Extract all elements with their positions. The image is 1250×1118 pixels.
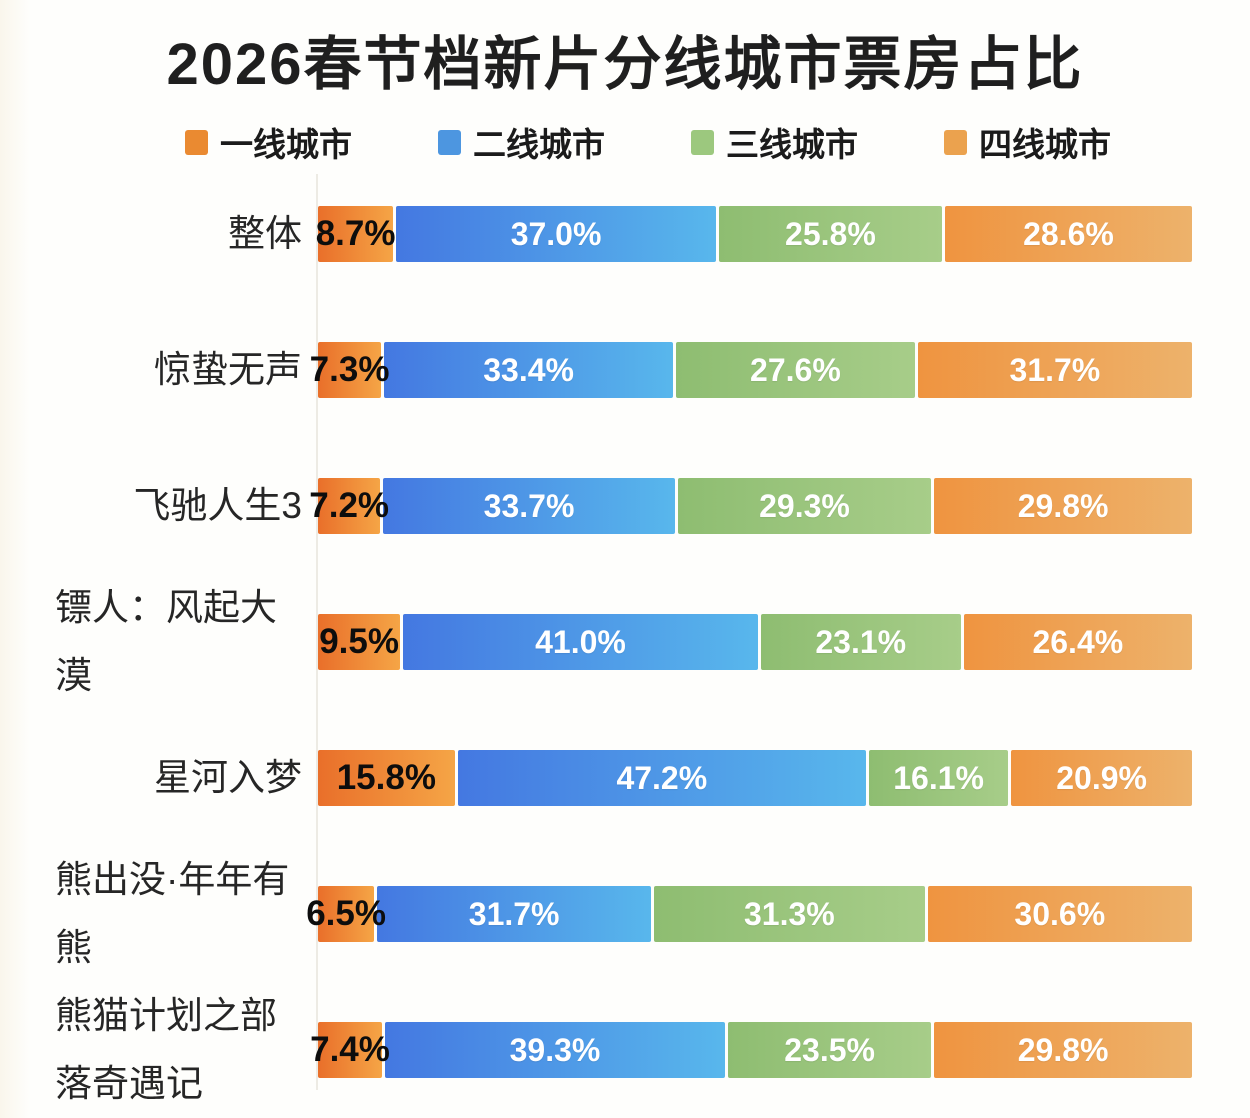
stacked-bar: 15.8% 47.2% 16.1% 20.9% <box>318 750 1192 806</box>
bar-segment-tier3: 16.1% <box>868 750 1009 806</box>
chart-row: 惊蛰无声 7.3% 33.4% 27.6% 31.7% <box>0 302 1250 438</box>
bar-segment-tier2: 39.3% <box>385 1022 725 1078</box>
stacked-bar: 6.5% 31.7% 31.3% 30.6% <box>306 886 1192 942</box>
legend-item-tier1: 一线城市 <box>185 118 352 166</box>
legend-label-tier3: 三线城市 <box>726 126 858 163</box>
bar-segment-tier3: 27.6% <box>676 342 915 398</box>
chart-row: 熊猫计划之部 落奇遇记 7.4% 39.3% 23.5% 29.8% <box>0 982 1250 1118</box>
bar-segment-tier4: 29.8% <box>934 478 1192 534</box>
stacked-bar: 7.2% 33.7% 29.3% 29.8% <box>309 478 1192 534</box>
value-label: 31.7% <box>468 895 560 932</box>
value-label: 33.4% <box>483 351 574 388</box>
bar-segment-tier2: 33.7% <box>383 478 675 534</box>
legend-swatch-tier2 <box>438 129 461 155</box>
legend-swatch-tier4 <box>944 129 967 155</box>
bar-segment-tier3: 25.8% <box>718 206 942 262</box>
bar-segment-tier4: 29.8% <box>934 1022 1192 1078</box>
value-label: 6.5% <box>306 894 386 933</box>
bar-segment-tier4: 26.4% <box>963 614 1192 670</box>
legend-swatch-tier1 <box>185 129 208 155</box>
value-label: 29.8% <box>1017 487 1109 524</box>
chart-row: 星河入梦 15.8% 47.2% 16.1% 20.9% <box>0 710 1250 846</box>
category-label: 飞驰人生3 <box>133 485 302 526</box>
value-label: 7.3% <box>309 350 390 389</box>
value-label: 41.0% <box>535 623 626 660</box>
bar-segment-tier2: 37.0% <box>396 206 716 262</box>
value-label: 23.5% <box>784 1031 875 1068</box>
chart-area: 整体 8.7% 37.0% 25.8% 28.6% 惊蛰无声 7.3% 33.4% 27.6% 3… <box>0 166 1250 1118</box>
category-label: 星河入梦 <box>154 757 302 798</box>
value-label: 7.2% <box>309 486 390 525</box>
bar-segment-tier1: 6.5% <box>306 886 386 942</box>
value-label: 28.6% <box>1023 215 1114 252</box>
category-label: 熊出没·年年有 熊 <box>55 859 290 968</box>
bar-segment-tier1: 7.3% <box>310 342 389 398</box>
value-label: 31.3% <box>743 895 835 932</box>
bar-segment-tier2: 33.4% <box>384 342 674 398</box>
bar-segment-tier3: 29.3% <box>677 478 932 534</box>
value-label: 25.8% <box>785 215 876 252</box>
value-label: 31.7% <box>1009 351 1101 388</box>
bar-segment-tier3: 23.1% <box>760 614 961 670</box>
legend-item-tier3: 三线城市 <box>691 118 858 166</box>
value-label: 33.7% <box>483 487 575 524</box>
value-label: 39.3% <box>509 1031 601 1068</box>
category-label: 惊蛰无声 <box>154 349 302 390</box>
value-label: 15.8% <box>336 758 436 797</box>
stacked-bar: 8.7% 37.0% 25.8% 28.6% <box>315 206 1193 262</box>
bar-segment-tier2: 47.2% <box>457 750 866 806</box>
value-label: 8.7% <box>315 214 396 253</box>
bar-segment-tier3: 23.5% <box>727 1022 932 1078</box>
value-label: 20.9% <box>1056 759 1147 796</box>
category-label: 整体 <box>228 213 302 254</box>
legend-label-tier1: 一线城市 <box>220 126 352 163</box>
bar-segment-tier4: 31.7% <box>917 342 1192 398</box>
bar-segment-tier1: 8.7% <box>315 206 396 262</box>
chart-row: 飞驰人生3 7.2% 33.7% 29.3% 29.8% <box>0 438 1250 574</box>
bar-segment-tier1: 15.8% <box>318 750 455 806</box>
chart-row: 镖人：风起大 漠 9.5% 41.0% 23.1% 26.4% <box>0 574 1250 710</box>
value-label: 29.3% <box>759 487 850 524</box>
category-label: 熊猫计划之部 落奇遇记 <box>55 995 277 1104</box>
bar-segment-tier4: 20.9% <box>1011 750 1192 806</box>
stacked-bar: 7.4% 39.3% 23.5% 29.8% <box>310 1022 1192 1078</box>
stacked-bar: 7.3% 33.4% 27.6% 31.7% <box>310 342 1192 398</box>
value-label: 26.4% <box>1032 623 1124 660</box>
value-label: 27.6% <box>750 351 841 388</box>
bar-segment-tier4: 28.6% <box>944 206 1193 262</box>
chart-title: 2026春节档新片分线城市票房占比 <box>166 32 1084 97</box>
bar-segment-tier1: 7.2% <box>309 478 389 534</box>
value-label: 16.1% <box>893 759 984 796</box>
bar-segment-tier3: 31.3% <box>654 886 925 942</box>
value-label: 23.1% <box>815 623 907 660</box>
bar-segment-tier1: 9.5% <box>318 614 401 670</box>
value-label: 37.0% <box>510 215 602 252</box>
stacked-bar: 9.5% 41.0% 23.1% 26.4% <box>318 614 1192 670</box>
legend-item-tier4: 四线城市 <box>944 118 1111 166</box>
value-label: 9.5% <box>319 622 399 661</box>
legend-label-tier2: 二线城市 <box>473 126 605 163</box>
chart-row: 熊出没·年年有 熊 6.5% 31.7% 31.3% 30.6% <box>0 846 1250 982</box>
legend-item-tier2: 二线城市 <box>438 118 605 166</box>
value-label: 30.6% <box>1014 895 1106 932</box>
bar-segment-tier2: 31.7% <box>377 886 652 942</box>
chart-row: 整体 8.7% 37.0% 25.8% 28.6% <box>0 166 1250 302</box>
legend: 一线城市 二线城市 三线城市 四线城市 <box>0 118 1250 166</box>
bar-segment-tier1: 7.4% <box>310 1022 390 1078</box>
value-label: 7.4% <box>310 1030 390 1069</box>
value-label: 47.2% <box>616 759 708 796</box>
bar-segment-tier4: 30.6% <box>927 886 1192 942</box>
category-label: 镖人：风起大 漠 <box>55 587 277 696</box>
bar-segment-tier2: 41.0% <box>403 614 758 670</box>
y-axis-line <box>316 174 318 1090</box>
legend-swatch-tier3 <box>691 129 714 155</box>
value-label: 29.8% <box>1017 1031 1109 1068</box>
legend-label-tier4: 四线城市 <box>979 126 1111 163</box>
